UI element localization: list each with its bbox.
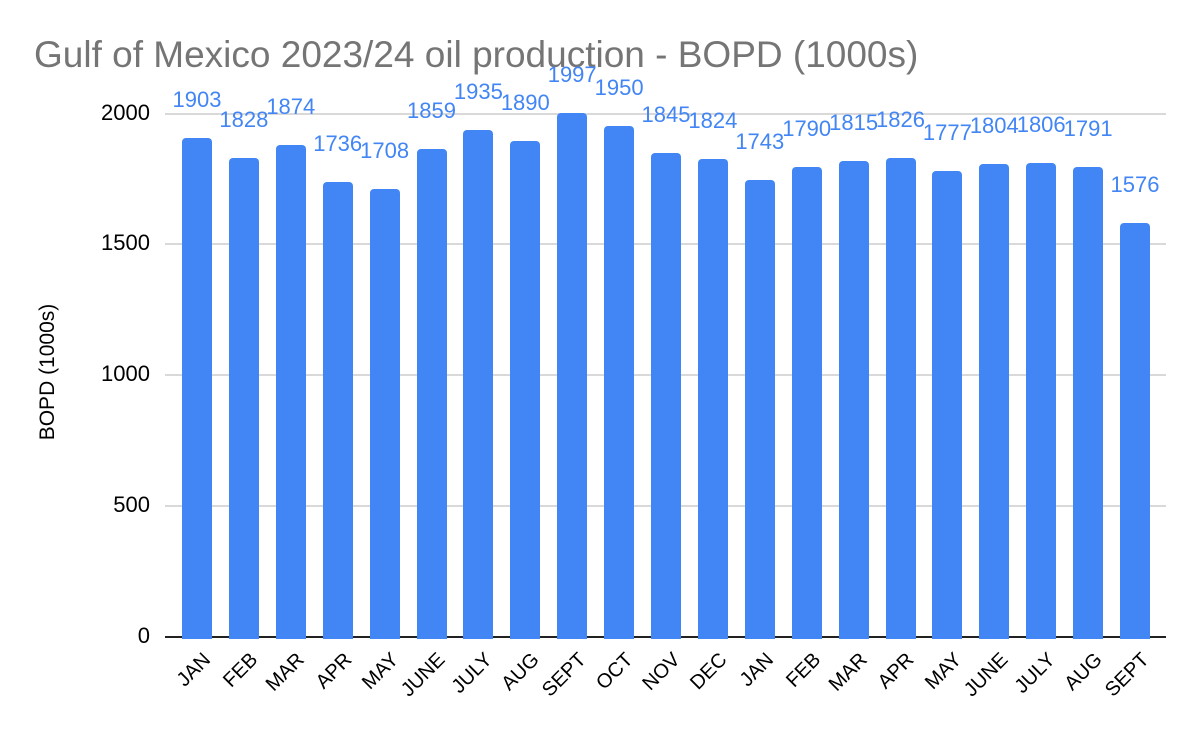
x-axis-label-text: MAR	[824, 648, 872, 696]
bar-value-label: 1997	[547, 62, 597, 88]
x-axis-label-text: AUG	[497, 648, 544, 695]
bar-value-label: 1950	[594, 74, 644, 100]
bar-value-label: 1736	[313, 130, 363, 156]
x-axis-label-text: JULY	[1010, 648, 1060, 698]
x-axis-label-text: OCT	[591, 648, 638, 695]
bar[interactable]	[604, 125, 635, 639]
bar-value-label: 1903	[172, 86, 222, 112]
bar-value-label: 1874	[266, 94, 316, 120]
x-axis-label-text: APR	[874, 648, 919, 694]
x-axis-label-text: JUNE	[397, 648, 450, 702]
chart-title: Gulf of Mexico 2023/24 oil production - …	[34, 34, 919, 75]
bar-value-label: 1804	[969, 112, 1019, 138]
bar[interactable]	[885, 158, 916, 639]
x-axis-label-text: SEPT	[1100, 648, 1154, 702]
bar[interactable]	[651, 153, 681, 639]
bar[interactable]	[322, 181, 353, 639]
bar-value-label: 1790	[782, 116, 832, 142]
bar-value-label: 1826	[876, 107, 925, 133]
x-axis-label-text: FEB	[219, 648, 263, 692]
bar-value-label: 1824	[688, 107, 738, 133]
bar[interactable]	[510, 141, 541, 639]
bar[interactable]	[932, 170, 963, 639]
bar-value-label: 1791	[1063, 116, 1113, 142]
bar[interactable]	[744, 179, 775, 639]
gridline	[165, 112, 1166, 115]
y-axis-tick-label: 2000	[101, 99, 150, 125]
bar[interactable]	[1073, 167, 1104, 639]
x-axis-label-text: MAY	[920, 648, 966, 694]
bar[interactable]	[416, 149, 447, 639]
y-axis-title: BOPD (1000s)	[36, 303, 59, 441]
bar[interactable]	[182, 137, 212, 639]
x-axis-label-text: SEPT	[537, 648, 591, 702]
bar-value-label: 1828	[219, 106, 269, 132]
x-axis-label-text: NOV	[638, 648, 685, 695]
bar-value-label: 1777	[922, 119, 972, 145]
x-axis-label-text: JULY	[447, 648, 497, 698]
bar[interactable]	[838, 160, 869, 639]
bar-value-label: 1576	[1110, 172, 1160, 198]
bar-value-label: 1890	[500, 90, 550, 116]
bar-value-label: 1708	[360, 137, 410, 163]
y-axis-tick-label: 0	[137, 623, 150, 648]
bar-value-label: 1845	[641, 102, 691, 128]
y-axis-tick-label: 1500	[101, 230, 150, 256]
x-axis-label-text: AUG	[1060, 648, 1107, 695]
bar[interactable]	[697, 158, 728, 639]
x-axis-label-text: JAN	[735, 648, 779, 691]
y-axis-tick-label: 500	[113, 492, 150, 518]
bar[interactable]	[1026, 163, 1057, 639]
bar[interactable]	[463, 129, 494, 639]
x-axis-label-text: FEB	[781, 648, 825, 692]
x-axis-label-text: MAR	[262, 648, 310, 696]
y-axis-tick-label: 1000	[101, 361, 150, 387]
bar[interactable]	[369, 188, 400, 639]
bar-value-label: 1815	[829, 109, 879, 135]
bar-value-label: 1806	[1016, 112, 1066, 138]
x-axis-label-text: JAN	[172, 648, 216, 691]
x-axis-label-text: APR	[311, 648, 356, 694]
bar[interactable]	[557, 113, 588, 639]
bar[interactable]	[791, 167, 822, 639]
bar-value-label: 1859	[407, 98, 456, 124]
x-axis-label-text: DEC	[685, 648, 732, 695]
x-axis-label-text: JUNE	[960, 648, 1013, 702]
bar[interactable]	[979, 163, 1010, 639]
x-axis-label-text: MAY	[357, 648, 403, 694]
bar[interactable]	[228, 157, 259, 639]
bar-value-label: 1935	[453, 78, 503, 104]
bar-value-label: 1743	[735, 128, 785, 154]
bar[interactable]	[1120, 223, 1150, 639]
bar[interactable]	[275, 145, 306, 639]
